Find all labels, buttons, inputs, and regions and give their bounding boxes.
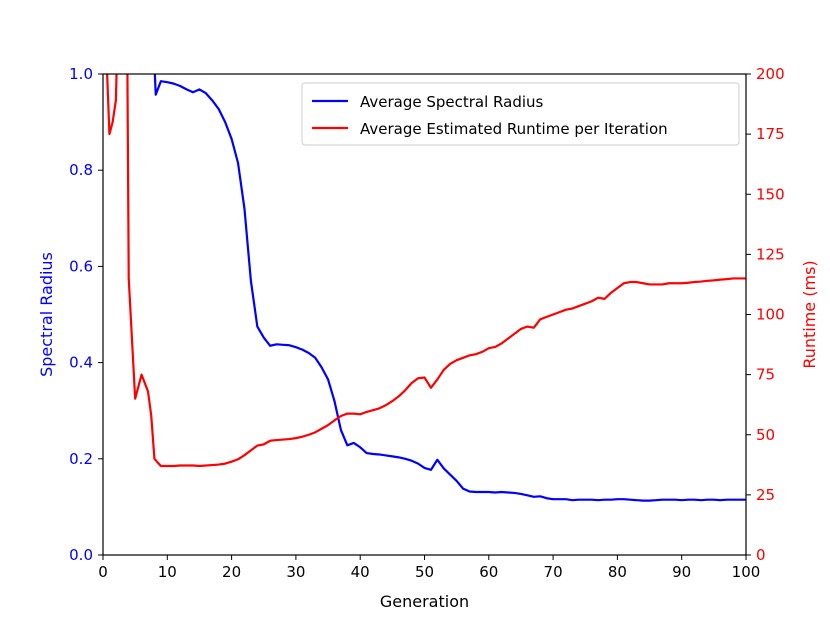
y-left-tick-label: 1.0 bbox=[69, 65, 93, 83]
x-tick-label: 40 bbox=[351, 563, 370, 581]
plot-frame bbox=[102, 73, 747, 556]
x-tick-label: 10 bbox=[158, 563, 177, 581]
y-right-tick-label: 175 bbox=[756, 125, 785, 143]
x-tick-label: 20 bbox=[222, 563, 241, 581]
legend-label: Average Estimated Runtime per Iteration bbox=[360, 120, 668, 138]
y-right-axis-label: Runtime (ms) bbox=[800, 260, 819, 368]
y-right-tick-label: 75 bbox=[756, 366, 775, 384]
series-line-spectral-radius bbox=[153, 74, 746, 502]
y-left-tick-label: 0.0 bbox=[69, 546, 93, 564]
legend-label: Average Spectral Radius bbox=[360, 93, 544, 111]
x-tick-label: 100 bbox=[732, 563, 761, 581]
y-right-tick-label: 0 bbox=[756, 546, 766, 564]
x-tick-label: 80 bbox=[608, 563, 627, 581]
x-tick-label: 90 bbox=[672, 563, 691, 581]
y-left-axis-label: Spectral Radius bbox=[37, 252, 56, 377]
series-line-runtime bbox=[106, 74, 746, 468]
x-tick-label: 30 bbox=[286, 563, 305, 581]
y-right-tick-label: 200 bbox=[756, 65, 785, 83]
y-right-tick-label: 150 bbox=[756, 185, 785, 203]
legend: Average Spectral Radius Average Estimated… bbox=[301, 82, 740, 146]
y-right-tick-label: 125 bbox=[756, 245, 785, 263]
y-right-tick-label: 50 bbox=[756, 426, 775, 444]
x-tick-label: 0 bbox=[98, 563, 108, 581]
y-left-tick-label: 0.2 bbox=[69, 450, 93, 468]
y-left-tick-label: 0.6 bbox=[69, 257, 93, 275]
legend-box bbox=[301, 82, 740, 146]
x-tick-label: 60 bbox=[479, 563, 498, 581]
x-tick-label: 70 bbox=[544, 563, 563, 581]
y-left-tick-label: 0.4 bbox=[69, 354, 93, 372]
y-left-tick-label: 0.8 bbox=[69, 161, 93, 179]
x-tick-label: 50 bbox=[415, 563, 434, 581]
y-right-tick-label: 25 bbox=[756, 486, 775, 504]
x-axis-label: Generation bbox=[380, 592, 469, 611]
y-right-tick-label: 100 bbox=[756, 306, 785, 324]
